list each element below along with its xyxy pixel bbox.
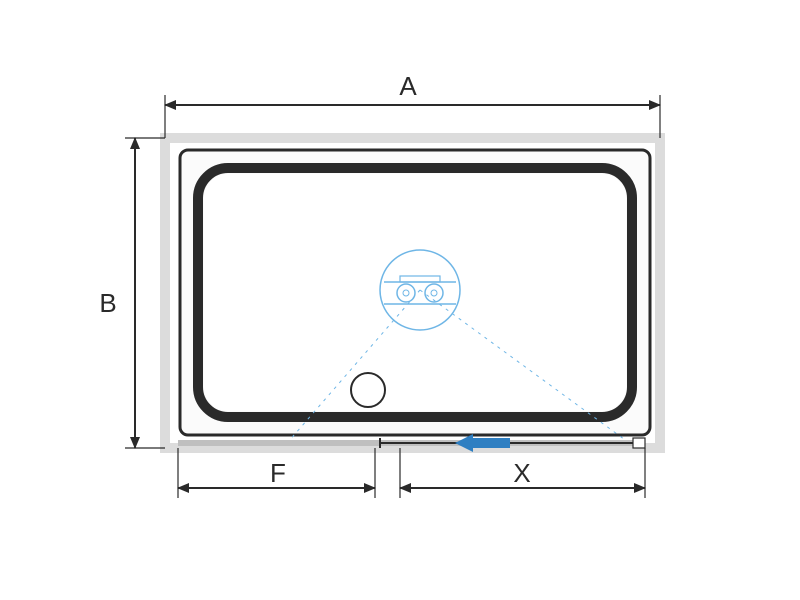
door-endcap	[633, 438, 645, 448]
dimension-f-label: F	[270, 458, 286, 488]
dimension-b-label: B	[99, 288, 116, 318]
dimension-a-label: A	[399, 71, 417, 101]
technical-diagram: A B F X	[0, 0, 800, 600]
dimension-x-label: X	[513, 458, 530, 488]
drain-icon	[351, 373, 385, 407]
